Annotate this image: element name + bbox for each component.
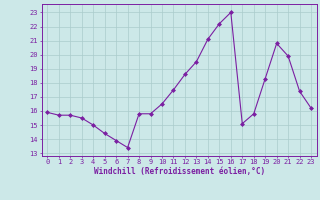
X-axis label: Windchill (Refroidissement éolien,°C): Windchill (Refroidissement éolien,°C) [94,167,265,176]
